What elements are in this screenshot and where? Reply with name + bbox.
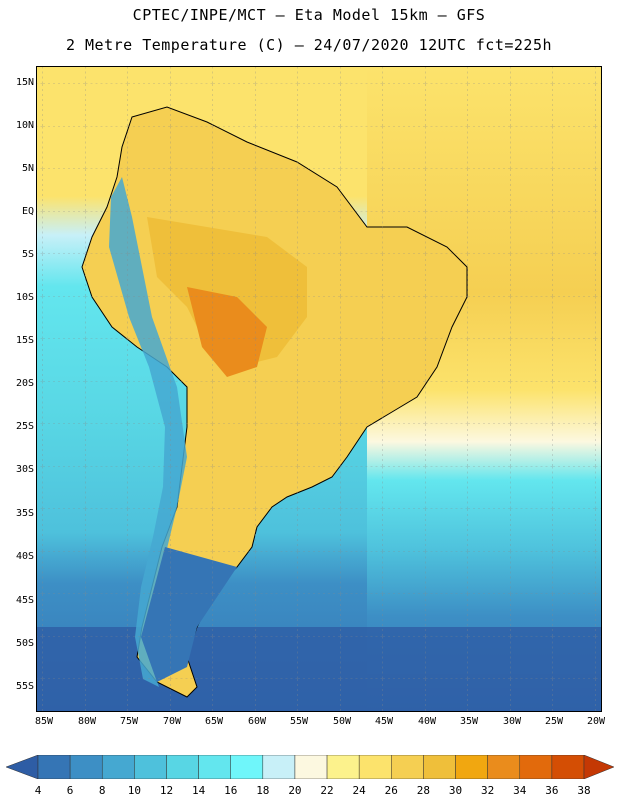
colorbar-swatch	[423, 755, 456, 779]
map-canvas	[37, 67, 601, 711]
colorbar-level-label: 16	[224, 784, 238, 797]
lat-label: 35S	[15, 508, 34, 519]
lat-label: 10S	[15, 292, 34, 303]
colorbar-swatch	[519, 755, 553, 779]
lon-label: 70W	[162, 716, 182, 727]
colorbar-level-label: 36	[545, 784, 559, 797]
colorbar-level-label: 26	[384, 784, 398, 797]
colorbar-level-label: 8	[98, 784, 106, 797]
colorbar-arrow-low	[6, 755, 39, 779]
colorbar-level-label: 6	[66, 784, 74, 797]
lon-label: 65W	[204, 716, 224, 727]
colorbar-level-label: 10	[127, 784, 141, 797]
lat-label: 45S	[15, 595, 34, 606]
lat-label: 50S	[15, 638, 34, 649]
lat-label: 5N	[21, 163, 34, 174]
lat-label: 25S	[15, 421, 34, 432]
colorbar-level-label: 4	[34, 784, 42, 797]
lon-label: 20W	[586, 716, 606, 727]
lon-label: 55W	[289, 716, 309, 727]
colorbar-level-label: 34	[513, 784, 527, 797]
colorbar-swatch	[262, 755, 296, 779]
colorbar-level-label: 30	[448, 784, 463, 797]
lat-label: 15N	[15, 77, 34, 88]
lat-label: 20S	[15, 378, 34, 389]
lat-label: 10N	[15, 120, 34, 131]
lat-label: 55S	[15, 681, 34, 692]
lon-label: 35W	[459, 716, 479, 727]
colorbar-arrow-high	[583, 755, 614, 779]
lon-label: 50W	[332, 716, 352, 727]
lon-label: 85W	[34, 716, 54, 727]
lon-label: 60W	[247, 716, 267, 727]
colorbar-level-label: 32	[481, 784, 495, 797]
colorbar-swatch	[326, 755, 360, 779]
graticule	[37, 67, 601, 711]
lon-label: 75W	[119, 716, 139, 727]
colorbar-swatch	[294, 755, 328, 779]
temperature-map	[36, 66, 602, 712]
lon-label: 45W	[374, 716, 394, 727]
colorbar-level-label: 14	[191, 784, 206, 797]
temperature-colorbar	[6, 755, 614, 779]
colorbar-level-label: 12	[159, 784, 174, 797]
lon-label: 30W	[502, 716, 522, 727]
lon-label: 25W	[544, 716, 564, 727]
colorbar-level-label: 18	[256, 784, 270, 797]
map-title: CPTEC/INPE/MCT – Eta Model 15km – GFS	[132, 6, 486, 24]
lat-label: 40S	[15, 551, 34, 562]
colorbar-swatch	[487, 755, 521, 779]
colorbar-swatch	[551, 755, 585, 779]
colorbar-swatch	[166, 755, 199, 779]
colorbar-level-label: 22	[320, 784, 334, 797]
map-subtitle: 2 Metre Temperature (C) – 24/07/2020 12U…	[65, 36, 553, 54]
colorbar-swatch	[101, 755, 135, 779]
colorbar-level-label: 24	[352, 784, 366, 797]
colorbar-swatch	[455, 755, 488, 779]
colorbar-swatch	[69, 755, 103, 779]
colorbar-swatch	[358, 755, 392, 779]
colorbar-level-label: 38	[577, 784, 591, 797]
colorbar-level-label: 20	[288, 784, 302, 797]
colorbar-swatch	[230, 755, 264, 779]
lat-label: EQ	[21, 206, 34, 217]
lon-label: 80W	[77, 716, 97, 727]
colorbar-swatch	[134, 755, 167, 779]
colorbar-swatch	[37, 755, 71, 779]
lat-label: 15S	[15, 335, 34, 346]
lat-label: 30S	[15, 464, 34, 475]
lat-label: 5S	[21, 249, 34, 260]
colorbar-level-label: 28	[416, 784, 431, 797]
colorbar-swatch	[198, 755, 231, 779]
lon-label: 40W	[417, 716, 437, 727]
colorbar-swatch	[391, 755, 424, 779]
